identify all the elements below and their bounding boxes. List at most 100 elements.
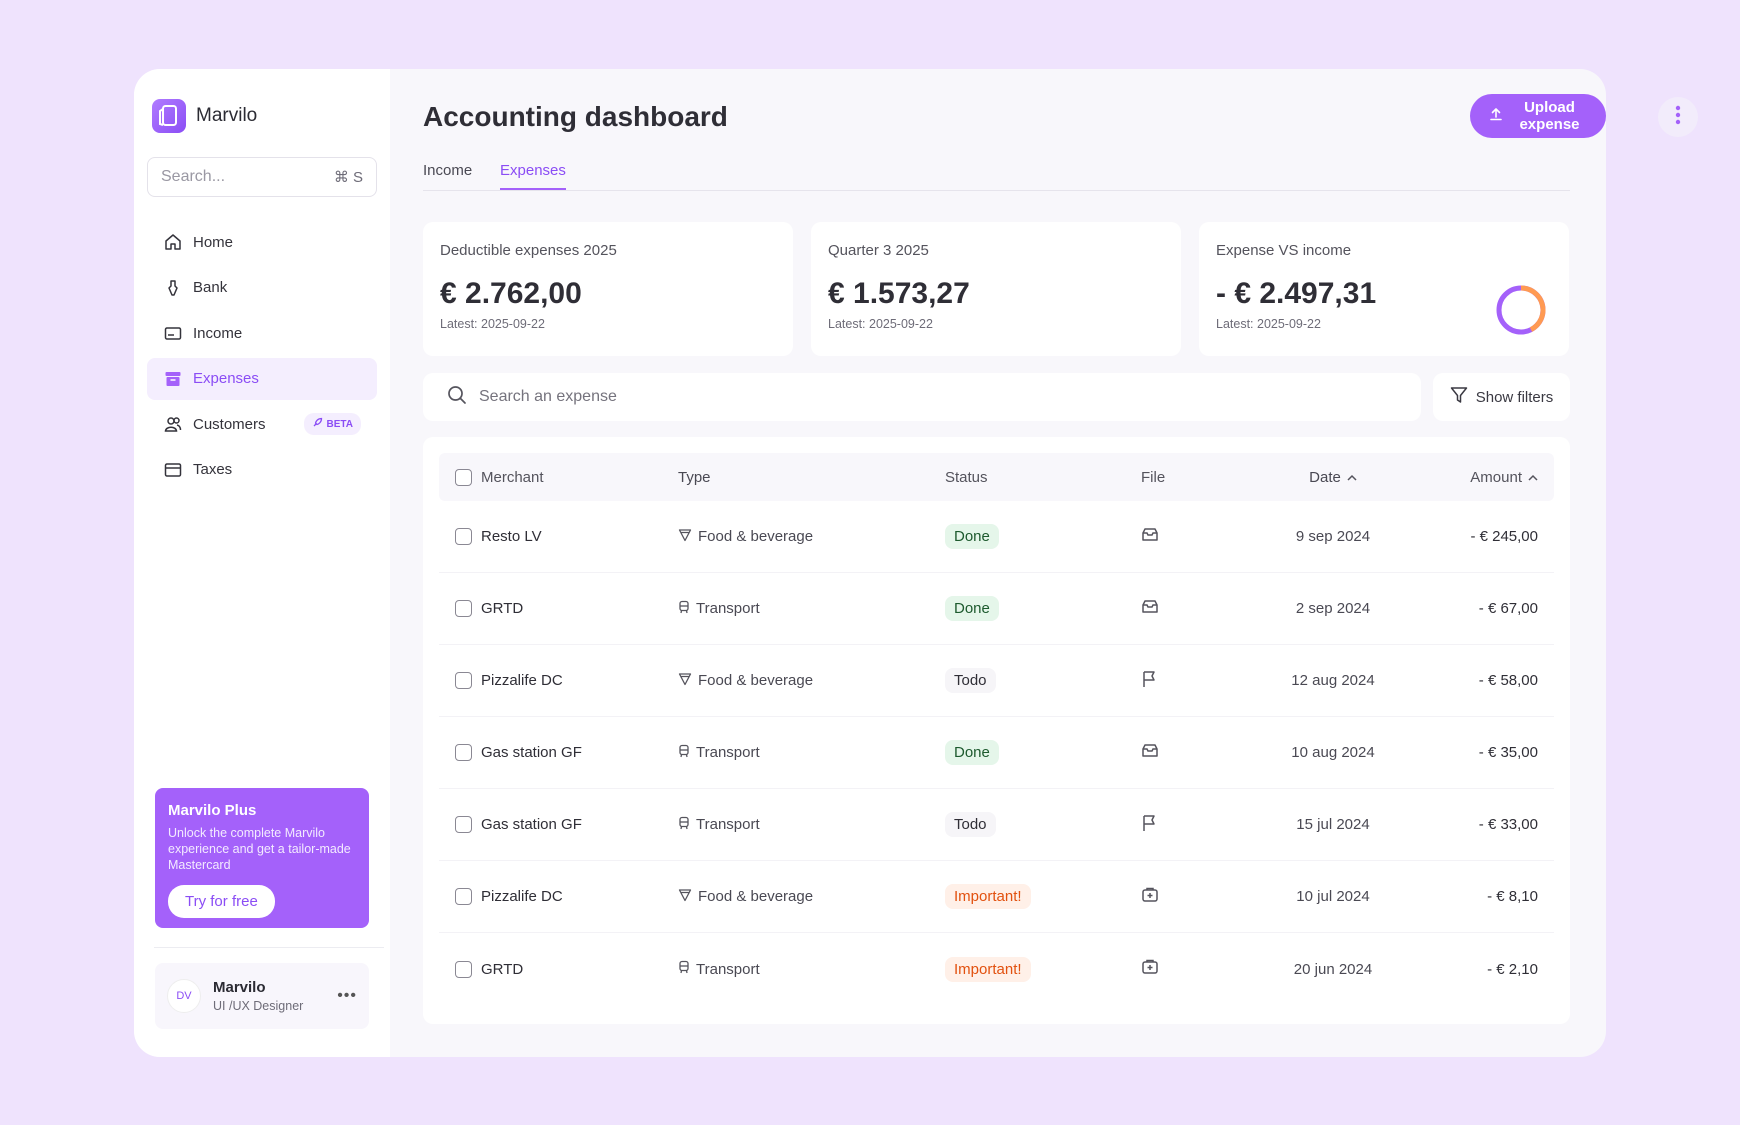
add-file-icon[interactable] [1141,958,1159,980]
row-checkbox[interactable] [455,816,472,833]
row-checkbox[interactable] [455,528,472,545]
expense-search-input[interactable] [479,388,1397,406]
transport-icon [678,816,690,834]
sidebar-item-label: Bank [193,279,228,296]
select-all-checkbox[interactable] [455,468,472,486]
sidebar-search-input[interactable] [161,168,311,186]
cell-file [1133,743,1253,763]
cell-date: 9 sep 2024 [1295,528,1371,545]
expenses-table: Merchant Type Status File Date Amount Re… [439,453,1554,1005]
sidebar-nav: Home Bank Income Expenses Customers BETA [147,221,377,494]
cell-merchant: Gas station GF [481,744,582,761]
row-checkbox[interactable] [455,888,472,905]
cell-file [1133,599,1253,619]
app-logo-icon [152,99,186,133]
sidebar: Marvilo ⌘ S Home Bank Income Expenses [134,69,390,1057]
flag-icon[interactable] [1141,814,1157,836]
cell-status: Done [945,740,1133,765]
table-row[interactable]: GRTD Transport Done 2 sep 2024 - € 67,00 [439,573,1554,645]
cell-merchant: Gas station GF [481,816,582,833]
tab-income[interactable]: Income [423,162,473,179]
cell-type: Transport [678,960,945,978]
cell-file [1133,670,1253,692]
expense-search[interactable] [423,373,1421,421]
cell-status: Done [945,596,1133,621]
search-icon [447,385,467,410]
flag-icon[interactable] [1141,670,1157,692]
sidebar-search[interactable]: ⌘ S [147,157,377,197]
page-title: Accounting dashboard [423,101,728,132]
sidebar-item-bank[interactable]: Bank [147,267,377,309]
sidebar-item-customers[interactable]: Customers BETA [147,403,377,445]
cell-file [1133,814,1253,836]
header-type[interactable]: Type [678,468,711,486]
sidebar-item-income[interactable]: Income [147,312,377,354]
table-row[interactable]: Gas station GF Transport Done 10 aug 202… [439,717,1554,789]
cell-status: Important! [945,956,1133,982]
tab-expenses[interactable]: Expenses [500,162,566,190]
brand[interactable]: Marvilo [152,99,257,133]
cell-merchant: Resto LV [481,528,542,545]
header-status[interactable]: Status [945,468,988,486]
expenses-icon [163,369,183,389]
table-body: Resto LV Food & beverage Done 9 sep 2024… [439,501,1554,1005]
more-options-button[interactable] [1658,97,1698,137]
receipt-icon[interactable] [1141,743,1159,763]
cell-type: Food & beverage [678,528,945,546]
table-row[interactable]: GRTD Transport Important! 20 jun 2024 - … [439,933,1554,1005]
table-row[interactable]: Pizzalife DC Food & beverage Todo 12 aug… [439,645,1554,717]
home-icon [163,232,183,252]
cell-date: 2 sep 2024 [1295,600,1371,617]
more-horizontal-icon[interactable]: ••• [337,987,357,1004]
table-row[interactable]: Pizzalife DC Food & beverage Important! … [439,861,1554,933]
transport-icon [678,600,690,618]
row-checkbox[interactable] [455,672,472,689]
cell-type: Transport [678,816,945,834]
show-filters-button[interactable]: Show filters [1433,373,1570,421]
status-badge: Done [945,596,999,621]
receipt-icon[interactable] [1141,599,1159,619]
upload-icon [1489,107,1503,125]
chevron-up-icon [1347,469,1357,486]
sidebar-item-label: Expenses [193,370,259,387]
summary-cards: Deductible expenses 2025 € 2.762,00 Late… [423,222,1569,356]
card-value: - € 2.497,31 [1216,277,1377,310]
cell-type: Food & beverage [678,888,945,906]
income-icon [163,323,183,343]
profile-name: Marvilo [213,979,266,996]
upload-expense-button[interactable]: Upload expense [1470,94,1606,138]
sidebar-item-home[interactable]: Home [147,221,377,263]
header-merchant[interactable]: Merchant [481,468,544,486]
cell-date: 12 aug 2024 [1291,672,1375,689]
table-row[interactable]: Resto LV Food & beverage Done 9 sep 2024… [439,501,1554,573]
cell-amount: - € 245,00 [1470,528,1538,545]
promo-card: Marvilo Plus Unlock the complete Marvilo… [155,788,369,928]
table-row[interactable]: Gas station GF Transport Todo 15 jul 202… [439,789,1554,861]
header-date[interactable]: Date [1253,469,1413,486]
try-for-free-button[interactable]: Try for free [168,885,275,918]
row-checkbox[interactable] [455,744,472,761]
sidebar-item-label: Taxes [193,461,233,478]
cell-type: Food & beverage [678,672,945,690]
header-file[interactable]: File [1141,468,1166,486]
user-profile[interactable]: DV Marvilo UI /UX Designer ••• [155,963,369,1029]
cell-amount: - € 33,00 [1478,816,1538,833]
chevron-up-icon [1528,469,1538,486]
cell-type: Transport [678,744,945,762]
sidebar-item-label: Home [193,233,234,251]
receipt-icon[interactable] [1141,527,1159,547]
row-checkbox[interactable] [455,600,472,617]
sidebar-item-expenses[interactable]: Expenses [147,357,377,400]
tab-bar-divider [423,69,1570,191]
sidebar-item-taxes[interactable]: Taxes [147,449,377,491]
row-checkbox[interactable] [455,960,472,978]
summary-card-quarter: Quarter 3 2025 € 1.573,27 Latest: 2025-0… [811,222,1181,356]
card-label: Deductible expenses 2025 [440,242,617,259]
header-amount[interactable]: Amount [1413,469,1554,486]
customers-icon [163,414,183,434]
promo-title: Marvilo Plus [168,802,257,819]
sidebar-item-label: Customers [193,415,266,433]
card-latest: Latest: 2025-09-22 [1216,317,1321,331]
add-file-icon[interactable] [1141,886,1159,908]
cell-merchant: Pizzalife DC [481,672,563,689]
